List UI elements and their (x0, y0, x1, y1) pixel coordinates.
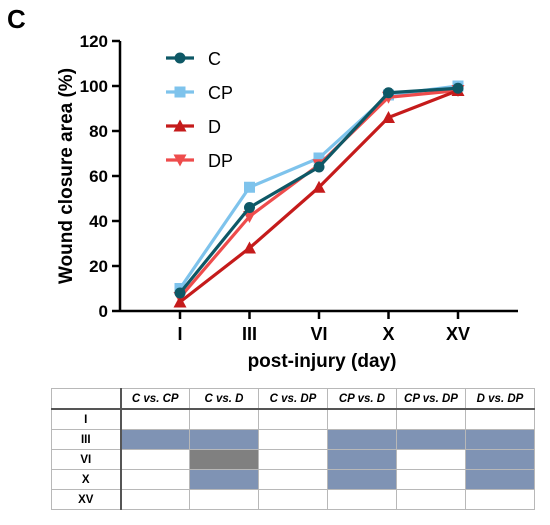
y-axis-label: Wound closure area (%) (56, 68, 77, 284)
data-point (382, 111, 395, 123)
table-cell (189, 489, 259, 510)
table-column-header: CP vs. D (327, 388, 397, 410)
legend-label: DP (208, 151, 233, 171)
table-column-header: C vs. DP (258, 388, 328, 410)
y-tick-label: 20 (89, 257, 108, 276)
table-cell (327, 408, 397, 430)
legend-label: C (208, 49, 221, 69)
table-cell (396, 489, 466, 510)
table-cell (465, 408, 535, 430)
data-point (313, 161, 325, 173)
table-row: III (51, 429, 535, 450)
x-tick-label: VI (310, 324, 327, 344)
table-cell (396, 429, 466, 450)
table-cell (327, 489, 397, 510)
table-row-label: XV (51, 489, 122, 510)
table-cell (465, 469, 535, 490)
chart-series-layer (173, 80, 465, 308)
legend-label: CP (208, 83, 233, 103)
table-row-label: X (51, 469, 122, 490)
data-point (313, 152, 325, 164)
legend-item-dp: DP (166, 151, 233, 171)
data-point (312, 180, 326, 193)
series-d (173, 84, 465, 308)
table-row: I (51, 408, 535, 430)
table-cell (189, 469, 259, 490)
data-point (244, 181, 255, 193)
table-cell (120, 408, 190, 430)
table-cell (189, 408, 259, 430)
table-cell (465, 449, 535, 470)
y-tick-label: 60 (89, 167, 108, 186)
table-cell (189, 429, 259, 450)
table-row-label: I (51, 408, 122, 430)
table-cell (327, 449, 397, 470)
table-row: XV (51, 489, 535, 510)
chart-legend: C CP D DP (166, 49, 233, 171)
legend-label: D (208, 117, 221, 137)
table-cell (465, 429, 535, 450)
table-column-header: CP vs. DP (396, 388, 466, 410)
y-tick-label: 100 (80, 77, 108, 96)
table-cell (120, 489, 190, 510)
legend-swatch-marker (174, 86, 186, 98)
table-cell (258, 449, 328, 470)
y-tick-label: 40 (89, 212, 108, 231)
table-cell (396, 408, 466, 430)
x-tick-label: III (242, 324, 257, 344)
table-row-label: VI (51, 449, 122, 470)
legend-swatch-marker (173, 119, 187, 132)
y-tick-label: 120 (80, 32, 108, 51)
legend-swatch-marker (174, 52, 186, 64)
table-cell (120, 469, 190, 490)
x-axis-label: post-injury (day) (248, 351, 397, 372)
x-tick-label: X (382, 324, 394, 344)
table-row-label: III (51, 429, 122, 450)
legend-item-d: D (166, 117, 221, 137)
table-cell (258, 429, 328, 450)
legend-swatch-marker (173, 154, 187, 167)
table-corner-cell (51, 388, 122, 410)
table-cell (465, 489, 535, 510)
x-tick-label: XV (446, 324, 470, 344)
x-tick-label: I (177, 324, 182, 344)
series-line (178, 88, 459, 299)
table-column-header: C vs. CP (120, 388, 190, 410)
data-point (452, 82, 464, 94)
table-cell (396, 469, 466, 490)
table-cell (258, 469, 328, 490)
y-tick-label: 0 (99, 302, 108, 321)
data-point (244, 202, 255, 213)
data-point (174, 287, 186, 299)
y-tick-label: 80 (89, 122, 108, 141)
legend-item-c: C (166, 49, 221, 69)
legend-item-cp: CP (166, 83, 233, 103)
table-column-header: C vs. D (189, 388, 259, 410)
table-cell (327, 469, 397, 490)
table-row: X (51, 469, 535, 490)
table-row: VI (51, 449, 535, 470)
table-body: I III VI X XV (51, 408, 535, 510)
data-point (243, 241, 256, 254)
data-point (173, 295, 187, 308)
table-cell (258, 408, 328, 430)
table-cell (327, 429, 397, 450)
series-line (179, 89, 459, 304)
table-column-header: D vs. DP (465, 388, 535, 410)
data-point (383, 87, 394, 99)
table-cell (189, 449, 259, 470)
table-cell (396, 449, 466, 470)
table-cell (120, 429, 190, 450)
series-c (174, 82, 464, 299)
table-cell (120, 449, 190, 470)
panel-label: C (7, 4, 26, 34)
table-cell (258, 489, 328, 510)
